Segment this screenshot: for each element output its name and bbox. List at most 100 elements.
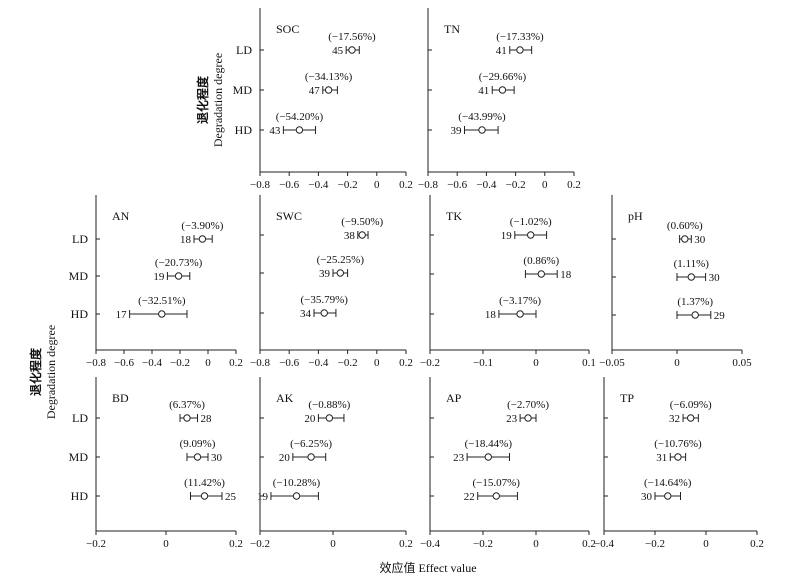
sample-size-label: 30 (694, 234, 706, 246)
y-axis-label-bottom-en: Degradation degree (44, 325, 58, 419)
x-tick-label: 0 (703, 538, 709, 550)
x-tick-label: 0 (163, 538, 169, 550)
panel-ak: −0.2 0 0.2 AK 20 (−0.88%) 20 (−6.25%) 19 (−10.28%… (250, 377, 413, 550)
percent-change-label: (−29.66%) (479, 71, 527, 83)
data-point (183, 414, 191, 422)
data-point (200, 492, 209, 500)
x-tick-label: 0.2 (567, 179, 581, 191)
x-tick-label: 0.2 (399, 357, 413, 369)
panel-title: SOC (276, 22, 299, 36)
sample-size-label: 17 (116, 309, 128, 321)
sample-size-label: 19 (153, 271, 165, 283)
x-tick-label: 0.2 (229, 538, 243, 550)
percent-change-label: (−6.09%) (670, 399, 712, 411)
panel-tp: −0.4 −0.2 0 0.2 TP 32 (−6.09%) 31 (−10.76%) 30 (−1… (594, 377, 764, 550)
data-point (691, 311, 699, 319)
sample-size-label: 45 (332, 45, 344, 57)
panel-title: TK (446, 209, 462, 223)
percent-change-label: (−2.70%) (507, 399, 549, 411)
percent-change-label: (−3.90%) (181, 220, 223, 232)
x-tick-label: −0.2 (506, 179, 526, 191)
x-tick-label: −0.4 (308, 179, 328, 191)
data-point (348, 46, 356, 54)
data-point (687, 273, 695, 281)
data-point (198, 235, 207, 243)
percent-change-label: (−0.88%) (308, 399, 350, 411)
x-tick-label: 0 (374, 357, 380, 369)
data-point (292, 492, 301, 500)
category-label: LD (72, 411, 88, 425)
sample-size-label: 47 (309, 85, 321, 97)
category-label: MD (69, 450, 89, 464)
category-label: LD (236, 43, 252, 57)
x-tick-label: −0.6 (447, 179, 467, 191)
x-tick-label: −0.2 (645, 538, 665, 550)
sample-size-label: 28 (201, 413, 213, 425)
x-tick-label: −0.6 (279, 179, 299, 191)
sample-size-label: 41 (478, 85, 489, 97)
x-tick-label: −0.2 (473, 538, 493, 550)
percent-change-label: (0.60%) (667, 220, 703, 232)
sample-size-label: 30 (709, 272, 721, 284)
x-tick-label: −0.1 (473, 357, 493, 369)
sample-size-label: 19 (501, 230, 513, 242)
sample-size-label: 34 (300, 308, 312, 320)
sample-size-label: 18 (560, 269, 572, 281)
sample-size-label: 20 (279, 452, 291, 464)
x-tick-label: −0.8 (250, 179, 270, 191)
percent-change-label: (1.11%) (674, 258, 710, 270)
panel-title: BD (112, 391, 129, 405)
x-tick-label: 0 (533, 357, 539, 369)
category-label: HD (71, 307, 89, 321)
panel-ap: −0.4 −0.2 0 0.2AP23(−2.70%)23(−18.44%)22(−1… (420, 377, 596, 550)
panel-swc: −0.8 −0.6 −0.4 −0.2 0 0.2 SWC 38 (−9.50%) 39 (−25.… (250, 195, 413, 369)
x-tick-label: 0.2 (750, 538, 764, 550)
data-point (320, 309, 328, 317)
x-tick-label: −0.4 (594, 538, 614, 550)
data-point (158, 310, 166, 318)
sample-size-label: 39 (451, 125, 463, 137)
data-point (687, 414, 695, 422)
sample-size-label: 19 (257, 491, 269, 503)
y-axis-label-bottom-cn: 退化程度 (28, 347, 43, 396)
x-tick-label: −0.8 (250, 357, 270, 369)
x-tick-label: 0 (533, 538, 539, 550)
sample-size-label: 39 (319, 268, 331, 280)
data-point (516, 46, 524, 54)
percent-change-label: (−1.02%) (510, 216, 552, 228)
sample-size-label: 30 (641, 491, 653, 503)
data-point (516, 310, 524, 318)
x-tick-label: −0.2 (420, 357, 440, 369)
sample-size-label: 25 (225, 491, 237, 503)
data-point (524, 414, 532, 422)
y-axis-label-top: 退化程度 Degradation degree (195, 53, 225, 147)
panel-tn: −0.8 −0.6 −0.4 −0.2 0 0.2 TN 41 (−17.33%) 41 (−29.… (418, 8, 581, 191)
category-label: LD (72, 232, 88, 246)
sample-size-label: 32 (669, 413, 680, 425)
x-tick-label: 0.2 (399, 179, 413, 191)
percent-change-label: (−20.73%) (155, 257, 203, 269)
x-tick-label: −0.6 (114, 357, 134, 369)
percent-change-label: (0.86%) (523, 255, 559, 267)
sample-size-label: 18 (485, 309, 497, 321)
percent-change-label: (−9.50%) (341, 216, 383, 228)
x-tick-label: −0.2 (338, 357, 358, 369)
sample-size-label: 43 (269, 125, 281, 137)
x-tick-label: 0.2 (582, 538, 596, 550)
panel-title: pH (628, 209, 643, 223)
data-point (527, 231, 535, 239)
y-axis-label-bottom: 退化程度 Degradation degree (28, 325, 58, 419)
x-tick-label: −0.2 (170, 357, 190, 369)
sample-size-label: 31 (656, 452, 667, 464)
sample-size-label: 41 (496, 45, 507, 57)
x-tick-label: −0.05 (599, 357, 625, 369)
sample-size-label: 38 (344, 230, 356, 242)
panel-title: AN (112, 209, 130, 223)
x-tick-label: −0.4 (420, 538, 440, 550)
panel-tk: −0.2 −0.1 0 0.1TK19(−1.02%)18(0.86%)18(−3.1… (420, 195, 596, 369)
y-axis-label-top-en: Degradation degree (211, 53, 225, 147)
panel-title: TP (620, 391, 634, 405)
category-label: MD (233, 83, 253, 97)
panels-group: LD MD HD −0.8 −0.6 −0.4 −0.2 0 0.2 SOC 45 (−17.56%)… (69, 8, 764, 550)
